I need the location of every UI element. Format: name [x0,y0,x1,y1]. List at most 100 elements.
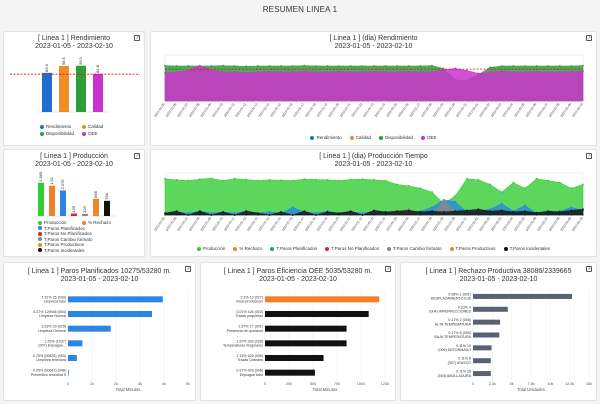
legend-dot [270,246,275,251]
legend-label: T.Paros No Planificados [44,231,92,236]
legend-item[interactable]: T.Paros Productivos [449,246,496,251]
data-point [280,211,283,213]
data-point [233,65,236,67]
data-point [268,214,271,216]
bar [104,200,110,216]
data-point [245,178,248,181]
category-label: 7.31% 25 (039) Limpieza tubo [41,295,66,303]
x-tick-label: 15k [586,382,592,386]
data-point [570,187,573,190]
legend-item[interactable]: % Rechazo [82,220,111,225]
bar [68,355,77,361]
legend-label: % Rechazo [88,220,112,225]
data-label: 83.9 [44,63,49,72]
legend-dot [503,246,508,251]
data-point [547,65,550,67]
legend-item[interactable]: T.Paros Planificados [270,246,317,251]
data-point [280,65,283,67]
data-label: 2.275 [60,179,65,190]
data-point [245,210,248,213]
data-point [373,178,375,181]
data-point [582,183,584,186]
legend-item[interactable]: T.Paros Planificados [38,226,85,231]
expand-icon[interactable]: ↗ [385,266,391,272]
data-point [419,71,422,73]
panel-title: [ Linea 1 ] Paros Planificados 10275/532… [27,268,172,275]
bar [473,371,491,377]
legend-label: T.Paros No Planificados [331,246,379,251]
data-point [210,177,213,180]
data-point [524,210,526,213]
legend-item[interactable]: T.Paros Productivos [38,242,84,247]
bar [68,325,111,332]
category-label: 0.11% 28 (003) ABOLLADURA [438,370,472,378]
x-tick-label: 750 [334,382,340,386]
data-point [291,65,294,67]
data-point [512,211,515,213]
data-point [489,208,492,211]
expand-icon[interactable]: ↗ [185,266,191,272]
bar [265,340,347,347]
data-point [431,64,433,67]
data-point [384,71,387,73]
data-point [245,71,248,74]
legend-label: T.Paros Cambio formato [393,246,442,251]
legend-item[interactable]: T.Paros Cambio formato [38,237,93,242]
category-label: 1.13% 426 (006) Trazas Grandes [236,354,263,362]
data-point [535,177,538,180]
legend-item[interactable]: T.Paros No Planificados [38,231,92,236]
legend-label: T.Paros Planificados [44,225,85,231]
legend-item[interactable]: OEE [421,135,437,140]
data-point [222,64,224,67]
data-point [373,209,375,212]
data-point [245,65,248,68]
legend-item[interactable]: T.Paros Incidentales [503,246,550,251]
expand-icon[interactable]: ↗ [134,35,140,41]
data-point [256,179,259,182]
data-point [303,64,306,67]
x-tick-label: 250 [286,382,292,386]
data-point [210,212,213,214]
legend-item[interactable]: Calidad [82,124,103,129]
legend-item[interactable]: T.Paros No Planificados [325,246,379,251]
legend-item[interactable]: % Rechazo [233,246,262,251]
legend-item[interactable]: Producción [38,220,67,225]
legend-item[interactable]: Calidad [349,135,371,140]
data-point [500,65,503,67]
bar [265,325,347,332]
data-point [558,71,561,73]
data-point [570,206,573,209]
legend-label: Disponibilidad [384,135,414,140]
data-point [419,65,422,67]
legend-item[interactable]: OEE [82,131,98,136]
legend-item[interactable]: Producción [196,246,225,251]
legend-item[interactable]: Disponibilidad [40,131,74,136]
legend-item[interactable]: Disponibilidad [378,135,414,140]
expand-icon[interactable]: ↗ [586,153,592,159]
legend-item[interactable]: T.Paros Incidentales [38,248,85,253]
data-point [315,212,317,214]
x-tick-label: 10k [547,382,553,386]
rechazo-chart: 0 2.5k 5k 7.5k 10k 12.5k 15k Total Unidades 0.98… [429,290,592,392]
data-point [524,65,526,67]
category-label: 0.23% 4 (004) IMPERFECCIONES [429,305,471,313]
data-point [280,71,283,73]
legend-dot [40,124,44,129]
data-point [373,70,375,73]
expand-icon[interactable]: ↗ [586,35,592,41]
data-point [349,71,352,73]
expand-icon[interactable]: ↗ [586,266,592,272]
legend-dot [449,246,454,251]
legend-dot [38,237,42,241]
category-label: 0.97% 426 (006) Enjuague tubo [236,369,263,377]
legend-item[interactable]: Rendimiento [40,124,71,129]
data-point [489,66,492,69]
data-point [407,70,410,73]
bar [68,296,163,303]
legend-item[interactable]: Rendimiento [310,135,342,140]
legend-item[interactable]: T.Paros Cambio formato [387,246,442,251]
bar [93,198,99,216]
panel-title: [ Linea 1 ] Rendimiento [38,35,110,42]
expand-icon[interactable]: ↗ [134,153,140,159]
panel-dates: 2023-01-05 - 2023-02-10 [334,161,413,168]
